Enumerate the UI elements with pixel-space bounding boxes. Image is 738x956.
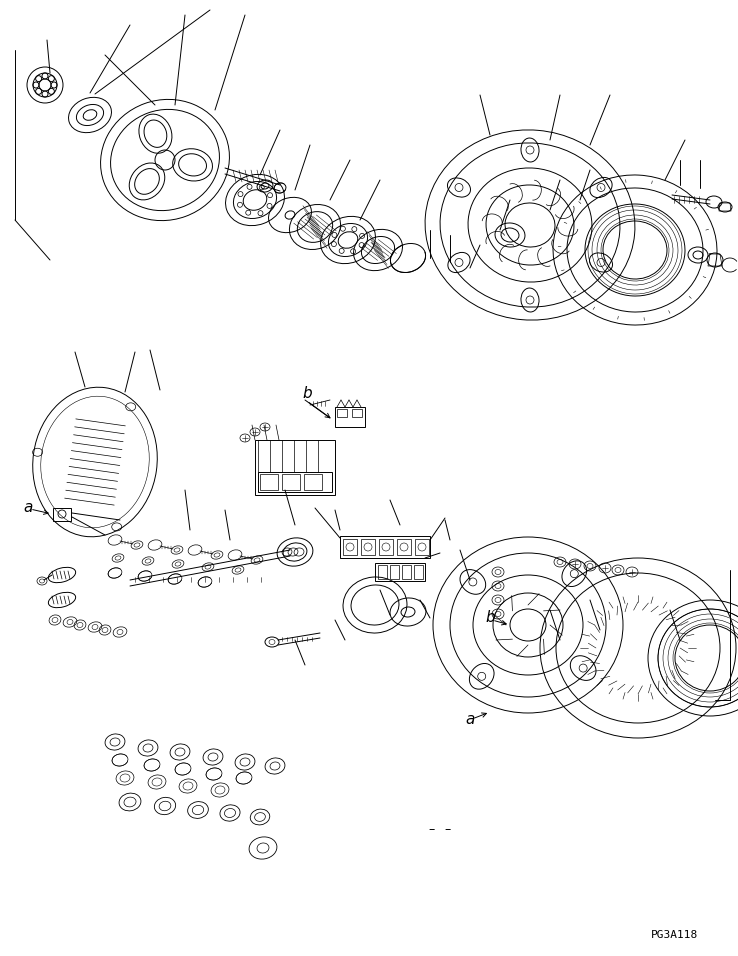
Bar — [402, 565, 411, 579]
Bar — [304, 474, 322, 490]
Bar — [343, 539, 357, 555]
Bar — [337, 409, 347, 417]
Text: a: a — [24, 501, 32, 515]
Bar — [390, 565, 399, 579]
Bar — [53, 508, 71, 521]
Bar — [378, 565, 387, 579]
Bar — [415, 539, 429, 555]
Text: –: – — [429, 823, 435, 836]
Text: b: b — [302, 385, 312, 401]
Bar — [340, 536, 430, 558]
Bar — [352, 409, 362, 417]
Text: a: a — [466, 712, 475, 728]
Bar — [260, 474, 278, 490]
Bar — [375, 563, 425, 581]
Bar — [258, 472, 332, 492]
Text: –: – — [445, 823, 451, 836]
Bar — [335, 407, 365, 427]
Text: b: b — [485, 611, 494, 625]
Bar — [414, 565, 423, 579]
Bar — [379, 539, 393, 555]
Bar — [397, 539, 411, 555]
Text: PG3A118: PG3A118 — [652, 930, 699, 940]
Bar — [361, 539, 375, 555]
Bar — [255, 440, 335, 495]
Bar — [282, 474, 300, 490]
